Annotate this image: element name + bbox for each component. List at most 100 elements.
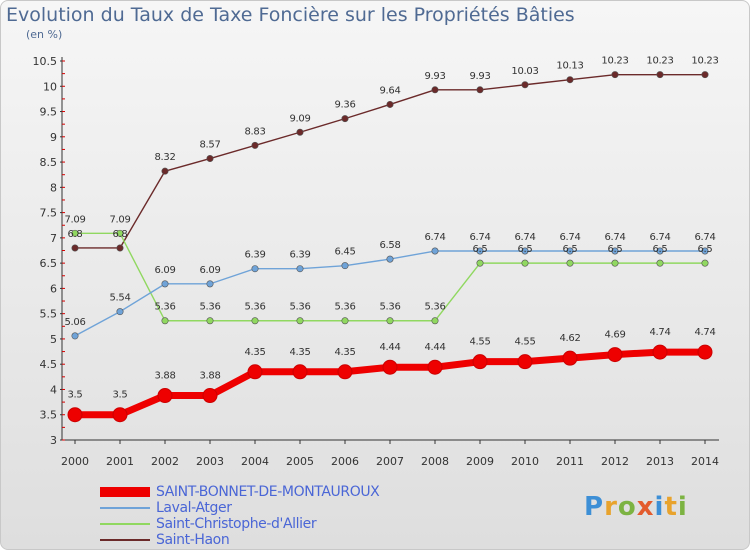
data-point (656, 71, 664, 79)
data-point (701, 247, 709, 255)
data-label: 5.36 (379, 302, 400, 313)
data-point (71, 229, 79, 237)
data-label: 4.35 (289, 347, 310, 358)
y-tick-label: 8.5 (40, 156, 58, 169)
legend-item[interactable]: Laval-Atger (100, 500, 379, 516)
y-tick-label: 5 (50, 333, 57, 346)
data-label: 6.58 (379, 240, 400, 251)
data-label: 5.36 (154, 302, 175, 313)
data-label: 5.36 (289, 302, 310, 313)
logo-letter: P (584, 492, 605, 522)
data-point (476, 86, 484, 94)
data-point (656, 259, 664, 267)
data-label: 3.5 (67, 390, 82, 401)
data-point (382, 359, 398, 375)
data-point (431, 86, 439, 94)
legend-item[interactable]: Saint-Christophe-d'Allier (100, 516, 379, 532)
data-point (341, 262, 349, 270)
data-point (611, 71, 619, 79)
data-label: 6.74 (604, 232, 625, 243)
y-tick-label: 8 (50, 181, 57, 194)
data-point (701, 71, 709, 79)
data-label: 6.39 (244, 250, 265, 261)
data-point (656, 247, 664, 255)
legend-label: Saint-Christophe-d'Allier (156, 516, 317, 532)
data-point (251, 141, 259, 149)
data-label: 5.06 (64, 317, 85, 328)
data-point (296, 317, 304, 325)
data-point (161, 317, 169, 325)
data-point (652, 344, 668, 360)
data-point (251, 317, 259, 325)
data-point (611, 259, 619, 267)
data-point (431, 247, 439, 255)
data-label: 4.55 (469, 337, 490, 348)
data-label: 7.09 (109, 214, 130, 225)
x-tick-label: 2002 (151, 455, 179, 468)
data-label: 6.74 (424, 232, 445, 243)
legend-swatch (100, 507, 150, 509)
data-point (71, 244, 79, 252)
y-tick-label: 10 (43, 80, 57, 93)
data-label: 6.74 (649, 232, 670, 243)
data-point (562, 350, 578, 366)
y-tick-label: 7.5 (40, 207, 58, 220)
data-label: 4.35 (244, 347, 265, 358)
legend-label: SAINT-BONNET-DE-MONTAUROUX (156, 484, 380, 500)
y-tick-label: 9.5 (40, 106, 58, 119)
data-point (116, 244, 124, 252)
data-label: 10.23 (601, 56, 628, 67)
data-label: 6.74 (694, 232, 715, 243)
data-label: 5.36 (334, 302, 355, 313)
data-label: 6.39 (289, 250, 310, 261)
data-label: 5.36 (424, 302, 445, 313)
y-tick-label: 3 (50, 434, 57, 447)
data-point (566, 247, 574, 255)
data-label: 9.64 (379, 85, 400, 96)
data-label: 9.93 (424, 71, 445, 82)
legend-item[interactable]: SAINT-BONNET-DE-MONTAUROUX (100, 484, 380, 500)
x-tick-label: 2006 (331, 455, 359, 468)
y-tick-label: 3.5 (40, 409, 58, 422)
data-point (161, 280, 169, 288)
data-point (521, 81, 529, 89)
data-label: 6.5 (517, 244, 532, 255)
data-point (341, 317, 349, 325)
data-label: 6.09 (199, 265, 220, 276)
y-tick-label: 4 (50, 383, 57, 396)
legend: SAINT-BONNET-DE-MONTAUROUX Laval-Atger Sai… (100, 484, 380, 548)
data-point (341, 115, 349, 123)
data-point (251, 265, 259, 273)
data-point (337, 364, 353, 380)
x-tick-label: 2000 (61, 455, 89, 468)
data-label: 6.74 (469, 232, 490, 243)
y-tick-label: 6.5 (40, 257, 58, 270)
x-tick-label: 2010 (511, 455, 539, 468)
data-point (67, 407, 83, 423)
legend-label: Saint-Haon (156, 532, 230, 548)
data-label: 6.8 (112, 229, 127, 240)
data-label: 6.5 (607, 244, 622, 255)
data-label: 4.74 (649, 327, 670, 338)
data-label: 4.55 (514, 337, 535, 348)
data-point (566, 76, 574, 84)
data-label: 6.5 (472, 244, 487, 255)
y-tick-label: 6 (50, 282, 57, 295)
data-label: 10.03 (511, 66, 538, 77)
data-label: 7.09 (64, 214, 85, 225)
data-label: 4.74 (694, 327, 715, 338)
data-point (431, 317, 439, 325)
data-label: 6.09 (154, 265, 175, 276)
x-tick-label: 2008 (421, 455, 449, 468)
data-point (697, 344, 713, 360)
data-point (701, 259, 709, 267)
data-label: 3.88 (154, 371, 175, 382)
proxiti-logo: Proxiti (584, 492, 688, 522)
logo-letter: x (636, 492, 655, 522)
data-label: 5.36 (244, 302, 265, 313)
data-label: 4.62 (559, 333, 580, 344)
legend-item[interactable]: Saint-Haon (100, 532, 379, 548)
data-label: 9.93 (469, 71, 490, 82)
